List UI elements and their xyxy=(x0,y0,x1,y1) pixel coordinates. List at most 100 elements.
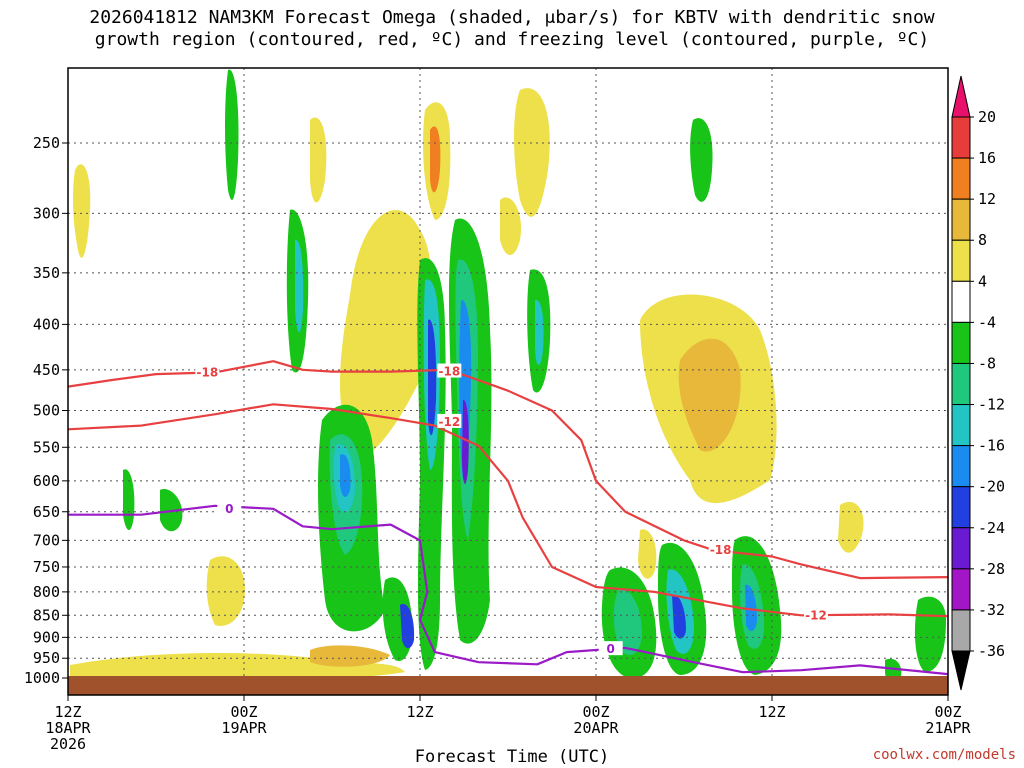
y-tick-label: 950 xyxy=(33,649,60,667)
y-tick-label: 850 xyxy=(33,606,60,624)
y-tick-label: 1000 xyxy=(24,669,60,687)
y-tick-label: 650 xyxy=(33,503,60,521)
colorbar-label: -36 xyxy=(978,642,1005,660)
colorbar-label: -28 xyxy=(978,560,1005,578)
contour-lines: -18 -18 -18 -12 -12 0 0 xyxy=(67,360,949,676)
omega-patch-positive xyxy=(310,645,390,667)
chart-title-line1: 2026041812 NAM3KM Forecast Omega (shaded… xyxy=(89,7,935,28)
y-tick-label: 400 xyxy=(33,315,60,333)
x-tick-label: 12Z xyxy=(54,703,81,721)
contour-label: -12 xyxy=(805,608,827,622)
x-tick-sublabel: 21APR xyxy=(925,719,971,737)
contour-label-bg xyxy=(804,607,828,622)
colorbar-block xyxy=(951,116,971,159)
colorbar-label: -24 xyxy=(978,519,1005,537)
omega-patch-positive xyxy=(514,88,550,217)
omega-patch-negative xyxy=(672,594,686,639)
contour-label: 0 xyxy=(606,642,614,656)
omega-patch-positive xyxy=(638,529,657,579)
omega-patch-negative xyxy=(428,319,437,436)
omega-patch-positive xyxy=(430,126,441,193)
colorbar-top-triangle xyxy=(951,75,971,118)
y-tick-label: 900 xyxy=(33,628,60,646)
contour-line xyxy=(68,504,949,676)
colorbar-label: -8 xyxy=(978,354,996,372)
contour-label-bg xyxy=(217,500,242,515)
colorbar-block xyxy=(951,280,971,323)
plot-frame xyxy=(67,67,949,696)
x-tick-label: 12Z xyxy=(406,703,433,721)
omega-patch-positive xyxy=(838,501,864,553)
colorbar-block xyxy=(951,362,971,406)
y-tick-label: 550 xyxy=(33,438,60,456)
y-tick-label: 500 xyxy=(33,402,60,420)
contour-label: 0 xyxy=(225,502,233,516)
colorbar-block xyxy=(951,568,971,611)
colorbar-block xyxy=(951,198,971,241)
omega-patch-negative xyxy=(535,299,544,365)
y-tick-label: 700 xyxy=(33,531,60,549)
colorbar-block xyxy=(951,404,971,447)
colorbar-label: 20 xyxy=(978,108,996,126)
colorbar-block xyxy=(951,609,971,652)
credit-text: coolwx.com/models xyxy=(872,747,1016,763)
colorbar: 20 16 12 8 4 -4 -8 -12 -16 -20 -24 -28 -32 -36 xyxy=(951,75,1005,691)
terrain-fill xyxy=(68,676,948,695)
y-axis: 250 300 350 400 450 500 550 600 650 700 750 800 850 9… xyxy=(24,134,68,687)
y-tick-label: 250 xyxy=(33,134,60,152)
plot-background xyxy=(68,68,948,695)
x-tick-label: 00Z xyxy=(934,703,961,721)
omega-patch-negative xyxy=(295,239,304,333)
contour-label-bg xyxy=(598,641,623,656)
omega-patch-negative xyxy=(613,589,642,655)
contour-label-bg xyxy=(437,413,462,428)
colorbar-label: -20 xyxy=(978,478,1005,496)
omega-patch-negative xyxy=(462,399,469,484)
colorbar-label: -12 xyxy=(978,396,1005,414)
x-tick-sublabel: 18APR xyxy=(45,719,91,737)
colorbar-label: 8 xyxy=(978,231,987,249)
y-tick-label: 800 xyxy=(33,583,60,601)
contour-label: -18 xyxy=(438,365,460,379)
y-tick-label: 450 xyxy=(33,361,60,379)
colorbar-block xyxy=(951,321,971,364)
x-tick-label: 12Z xyxy=(758,703,785,721)
colorbar-label: 12 xyxy=(978,190,996,208)
omega-patch-positive xyxy=(206,556,245,626)
contour-label: -12 xyxy=(438,415,460,429)
contour-label: -18 xyxy=(710,543,732,557)
omega-patch-positive xyxy=(678,338,741,452)
colorbar-block xyxy=(951,445,971,488)
y-tick-label: 350 xyxy=(33,264,60,282)
x-tick-sublabel: 19APR xyxy=(221,719,267,737)
colorbar-label: 4 xyxy=(978,272,987,290)
x-tick-label: 00Z xyxy=(582,703,609,721)
omega-patch-positive xyxy=(500,197,521,255)
colorbar-block xyxy=(951,157,971,200)
colorbar-label: 16 xyxy=(978,149,996,167)
contour-label-bg xyxy=(195,364,220,379)
chart-title-line2: growth region (contoured, red, ºC) and f… xyxy=(94,29,930,50)
x-tick-sublabel: 20APR xyxy=(573,719,619,737)
omega-patch-negative xyxy=(745,584,757,632)
colorbar-label: -32 xyxy=(978,601,1005,619)
colorbar-block xyxy=(951,486,971,529)
colorbar-label: -16 xyxy=(978,437,1005,455)
contour-label-bg xyxy=(437,363,462,378)
colorbar-block xyxy=(951,239,971,282)
colorbar-label: -4 xyxy=(978,313,996,331)
y-tick-label: 300 xyxy=(33,204,60,222)
omega-patch-negative xyxy=(690,118,713,202)
contour-line xyxy=(67,360,949,580)
x-tick-year: 2026 xyxy=(50,735,86,753)
y-tick-label: 600 xyxy=(33,472,60,490)
x-axis-label: Forecast Time (UTC) xyxy=(414,747,610,767)
colorbar-block xyxy=(951,527,971,570)
x-tick-label: 00Z xyxy=(230,703,257,721)
contour-line xyxy=(67,403,949,618)
omega-patch-positive xyxy=(310,117,327,203)
omega-patch-negative xyxy=(225,69,239,201)
colorbar-bottom-triangle xyxy=(951,650,971,691)
